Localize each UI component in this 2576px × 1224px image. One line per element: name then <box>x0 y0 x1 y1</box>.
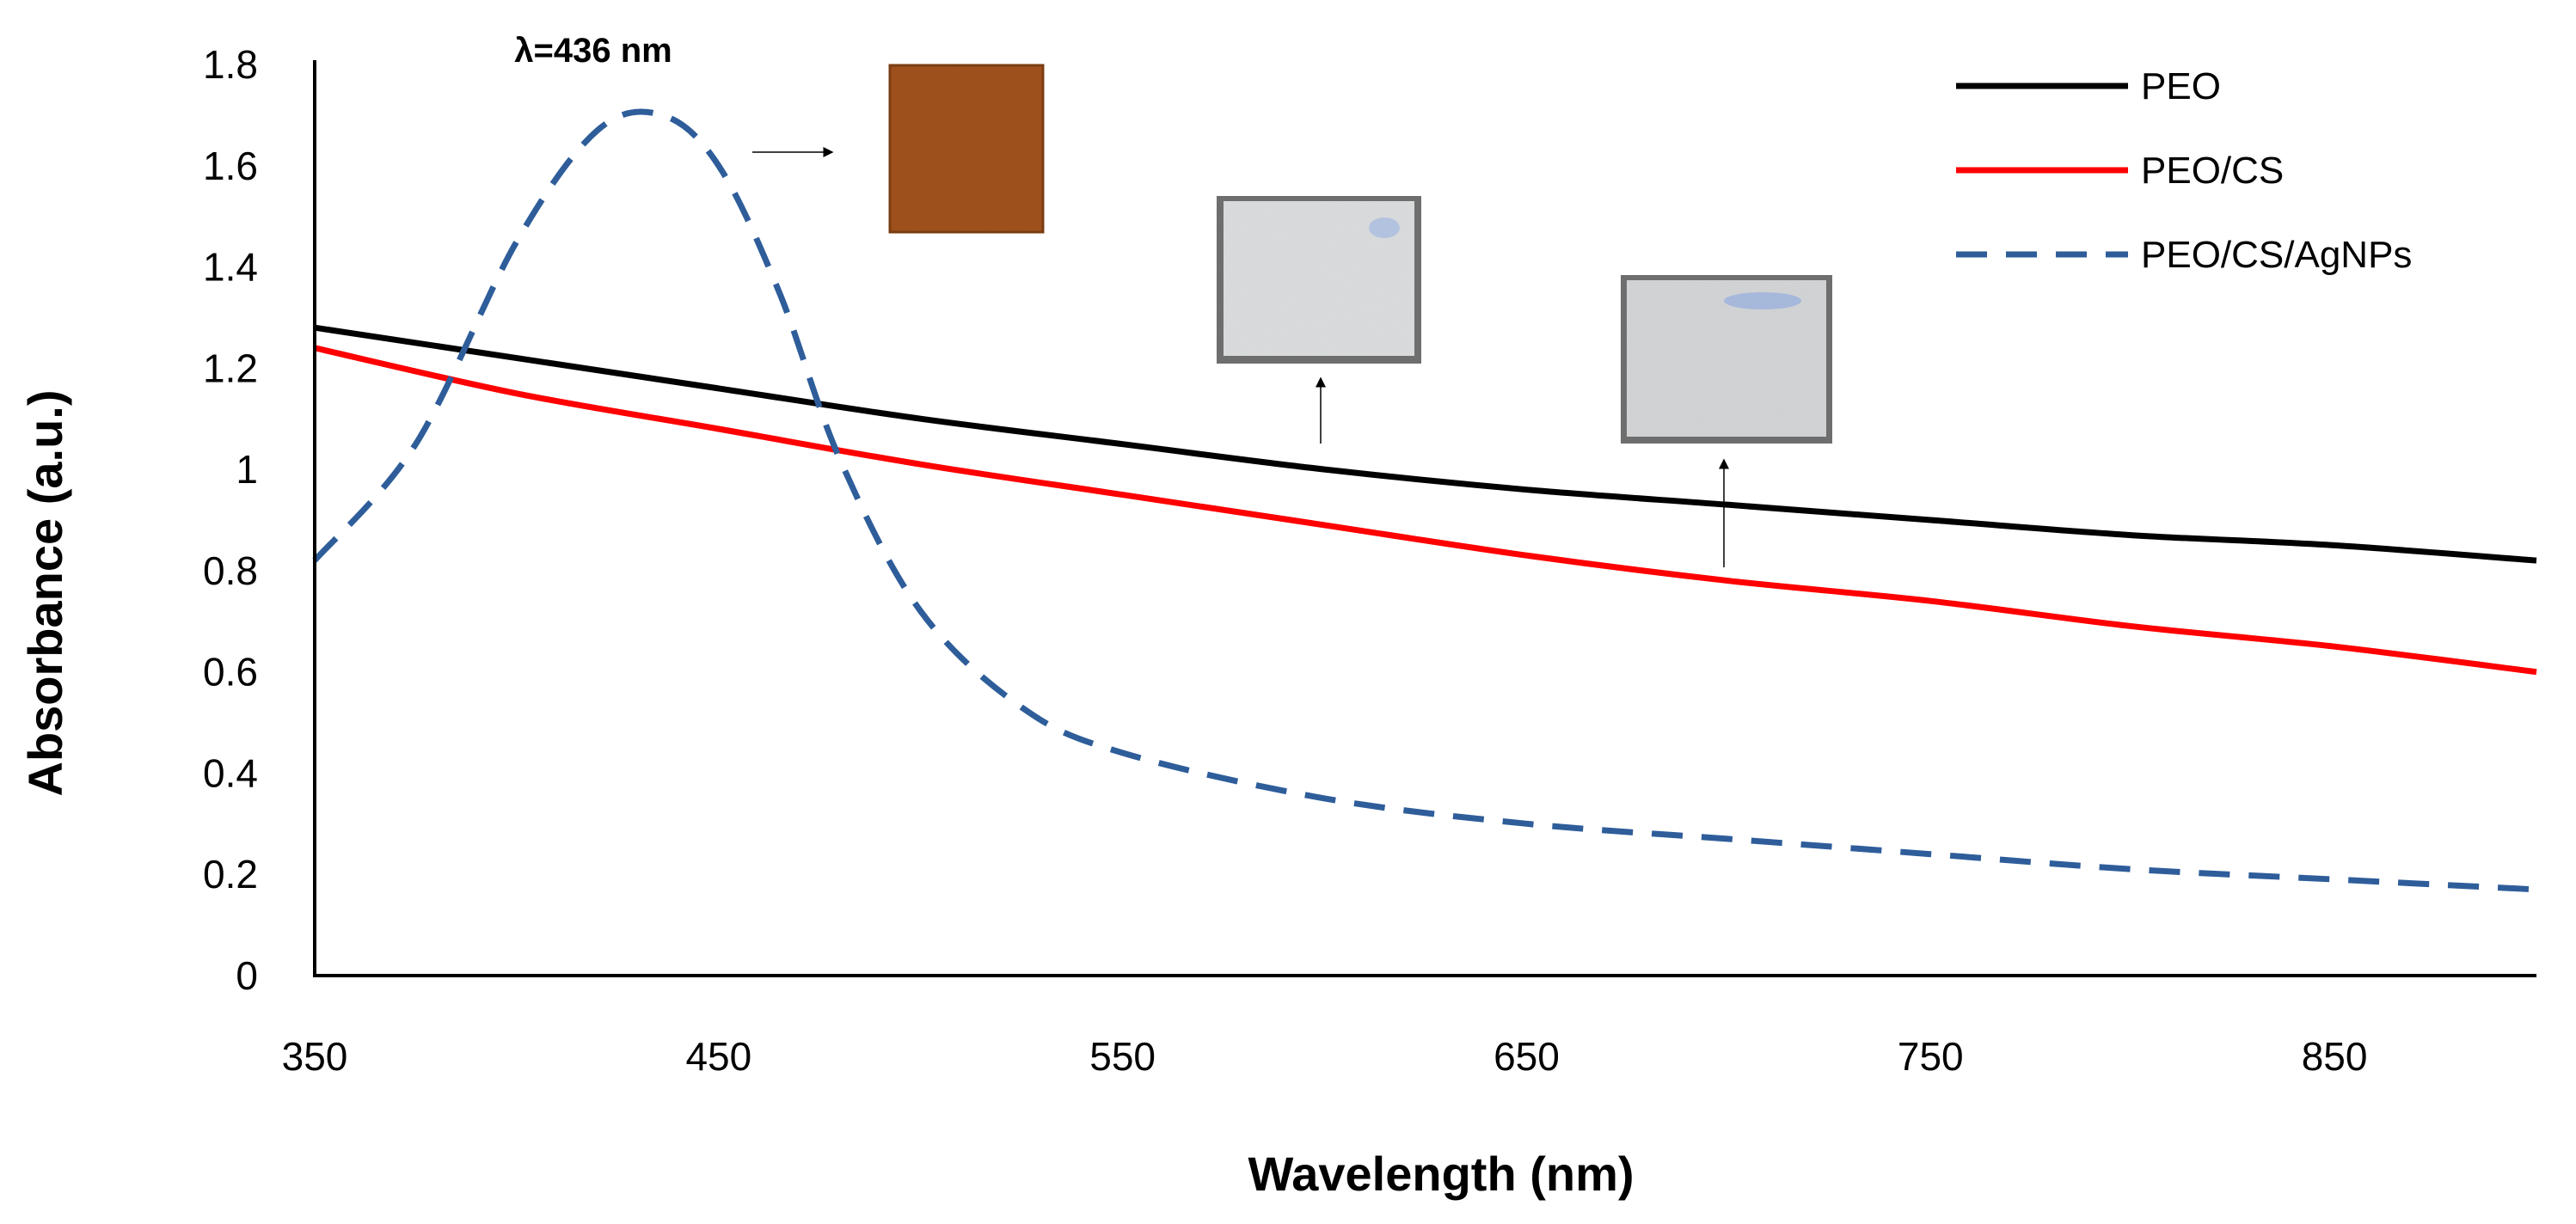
y-tick-label: 0.2 <box>203 852 258 897</box>
y-tick-label: 1.8 <box>203 42 258 87</box>
inset-photo-peo-cs-film <box>1627 280 1826 437</box>
x-tick-label: 850 <box>2302 1034 2368 1079</box>
x-axis-title: Wavelength (nm) <box>1248 1147 1634 1201</box>
y-tick-label: 0.6 <box>203 650 258 695</box>
x-tick-label: 550 <box>1089 1034 1156 1079</box>
legend-label-peo: PEO <box>2141 65 2221 107</box>
x-tick-label: 750 <box>1898 1034 1964 1079</box>
y-tick-label: 1 <box>236 447 258 492</box>
y-axis-title: Absorbance (a.u.) <box>18 390 72 797</box>
legend-label-peo-cs-agnps: PEO/CS/AgNPs <box>2141 234 2412 276</box>
y-tick-labels: 0 0.2 0.4 0.6 0.8 1 1.2 1.4 1.6 1.8 <box>203 42 258 998</box>
legend-label-peo-cs: PEO/CS <box>2141 150 2284 192</box>
y-tick-label: 0 <box>236 953 258 998</box>
peak-annotation: λ=436 nm <box>514 32 672 70</box>
x-tick-label: 650 <box>1493 1034 1560 1079</box>
y-tick-label: 1.6 <box>203 144 258 188</box>
axes <box>313 60 2536 977</box>
x-tick-label: 350 <box>282 1034 348 1079</box>
x-tick-label: 450 <box>685 1034 751 1079</box>
y-tick-label: 0.8 <box>203 548 258 593</box>
inset-photo-agnps <box>752 64 1045 234</box>
y-tick-label: 1.4 <box>203 245 258 290</box>
inset-photo-peo-cs <box>1621 275 1832 567</box>
series-line-peo <box>314 324 2537 564</box>
y-tick-label: 1.2 <box>203 346 258 390</box>
inset-photo-agnps-film <box>890 65 1043 232</box>
inset-photo-peo <box>1217 196 1421 444</box>
series-line-peo-cs <box>314 345 2537 676</box>
legend: PEO PEO/CS PEO/CS/AgNPs <box>1956 65 2412 276</box>
x-tick-labels: 350 450 550 650 750 850 <box>282 1034 2368 1079</box>
series-line-peo-cs-agnps <box>312 108 2537 893</box>
y-tick-label: 0.4 <box>203 750 258 795</box>
series-group <box>312 108 2537 893</box>
